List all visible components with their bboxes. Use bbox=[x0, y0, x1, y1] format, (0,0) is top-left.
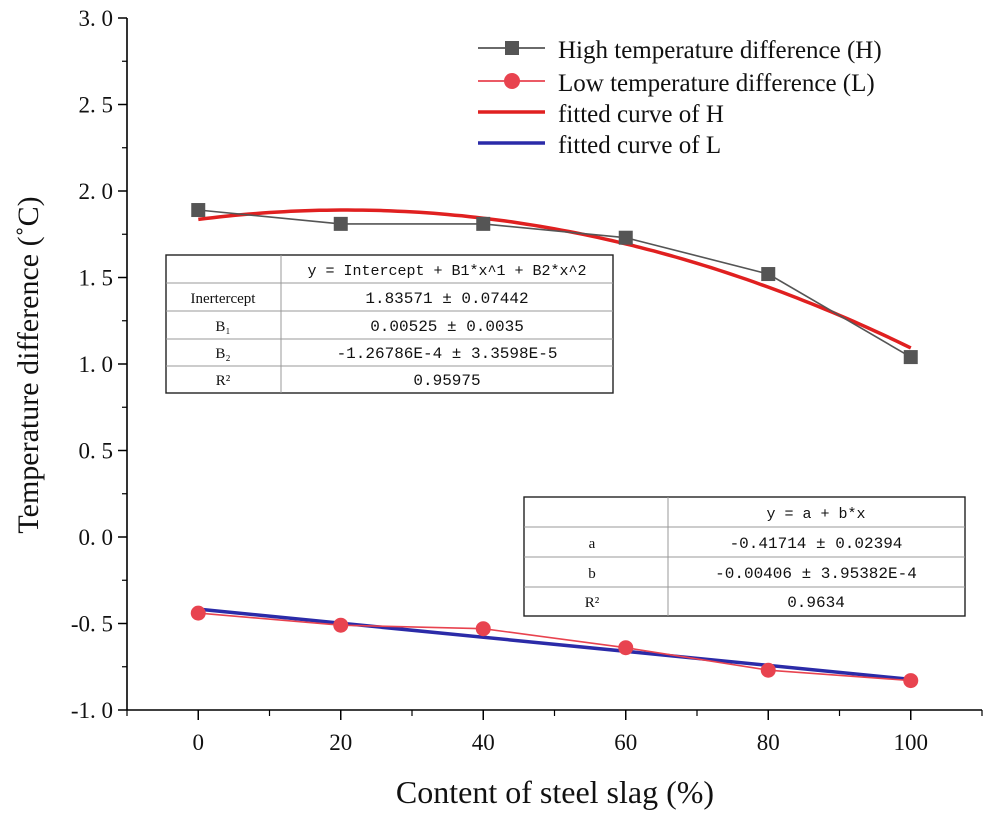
y-axis-label: Temperature difference (˚C) bbox=[12, 196, 45, 533]
data-point-l bbox=[475, 621, 491, 637]
fit-table-h-row-value: -1.26786E-4 ± 3.3598E-5 bbox=[337, 345, 558, 363]
data-point-h bbox=[333, 216, 348, 231]
legend-l-label: Low temperature difference (L) bbox=[558, 70, 875, 97]
fit-table-h-row-label: Inertercept bbox=[191, 291, 257, 307]
x-tick-label: 100 bbox=[894, 730, 929, 755]
x-tick-label: 60 bbox=[614, 730, 637, 755]
legend-l-circle-marker bbox=[504, 73, 520, 89]
fit-table-h-row-label: R² bbox=[216, 373, 231, 389]
series-h-line bbox=[198, 209, 912, 358]
fit-table-h-row-label: B₂ bbox=[215, 346, 230, 362]
data-point-h bbox=[476, 216, 491, 231]
data-point-h bbox=[903, 350, 918, 365]
fit-table-h-row-value: 1.83571 ± 0.07442 bbox=[365, 290, 528, 308]
y-tick-label: 0. 5 bbox=[79, 439, 114, 464]
fit-table-h: y = Intercept + B1*x^1 + B2*x^2 Inerterc… bbox=[165, 254, 614, 394]
x-axis-label: Content of steel slag (%) bbox=[396, 774, 714, 810]
legend: High temperature difference (H) Low temp… bbox=[478, 37, 882, 159]
data-point-l bbox=[618, 640, 634, 656]
y-ticks: 3. 0 2. 5 2. 0 1. 5 1. 0 0. 5 0. 0 -0. 5 -1. 0 bbox=[71, 6, 127, 723]
fit-table-h-row-label: B₁ bbox=[215, 319, 230, 335]
x-tick-label: 0 bbox=[193, 730, 205, 755]
fit-table-l-row-value: 0.9634 bbox=[787, 594, 845, 612]
y-tick-label: 1. 5 bbox=[79, 266, 114, 291]
fit-table-l: y = a + b*x a -0.41714 ± 0.02394 b -0.00… bbox=[523, 496, 966, 617]
data-point-h bbox=[618, 230, 633, 245]
y-tick-label: 1. 0 bbox=[79, 352, 114, 377]
x-tick-label: 40 bbox=[472, 730, 495, 755]
y-tick-label: 0. 0 bbox=[79, 525, 114, 550]
series-l-line bbox=[198, 612, 911, 682]
data-point-h bbox=[191, 203, 206, 218]
fit-table-h-row-value: 0.00525 ± 0.0035 bbox=[370, 318, 524, 336]
data-point-l bbox=[333, 617, 349, 633]
fit-table-l-row-label: a bbox=[589, 536, 596, 552]
data-point-l bbox=[760, 662, 776, 678]
fit-table-l-row-value: -0.41714 ± 0.02394 bbox=[730, 535, 903, 553]
data-point-l bbox=[903, 673, 919, 689]
fit-table-h-row-value: 0.95975 bbox=[413, 372, 480, 390]
legend-fit-h-label: fitted curve of H bbox=[558, 101, 724, 128]
data-point-l bbox=[190, 605, 206, 621]
legend-fit-l-label: fitted curve of L bbox=[558, 132, 721, 159]
fit-table-l-row-value: -0.00406 ± 3.95382E-4 bbox=[715, 565, 917, 583]
legend-h-label: High temperature difference (H) bbox=[558, 37, 882, 64]
y-tick-label: 3. 0 bbox=[79, 6, 114, 31]
fit-curve-h bbox=[198, 208, 912, 350]
x-tick-label: 80 bbox=[757, 730, 780, 755]
series-layer bbox=[190, 203, 919, 689]
fit-table-l-equation: y = a + b*x bbox=[766, 506, 865, 523]
fit-table-h-equation: y = Intercept + B1*x^1 + B2*x^2 bbox=[307, 263, 586, 280]
x-ticks: 0 20 40 60 80 100 bbox=[126, 710, 983, 755]
fit-curve-l bbox=[198, 607, 911, 682]
y-tick-label: 2. 5 bbox=[79, 93, 114, 118]
data-point-h bbox=[761, 267, 776, 282]
fit-table-l-row-label: R² bbox=[585, 595, 600, 611]
y-tick-label: -0. 5 bbox=[71, 612, 113, 637]
y-tick-label: 2. 0 bbox=[79, 179, 114, 204]
legend-h-square-marker bbox=[505, 41, 519, 55]
fit-table-l-row-label: b bbox=[588, 566, 596, 582]
fit-table-h-border bbox=[165, 254, 614, 394]
y-tick-label: -1. 0 bbox=[71, 698, 113, 723]
x-tick-label: 20 bbox=[329, 730, 352, 755]
